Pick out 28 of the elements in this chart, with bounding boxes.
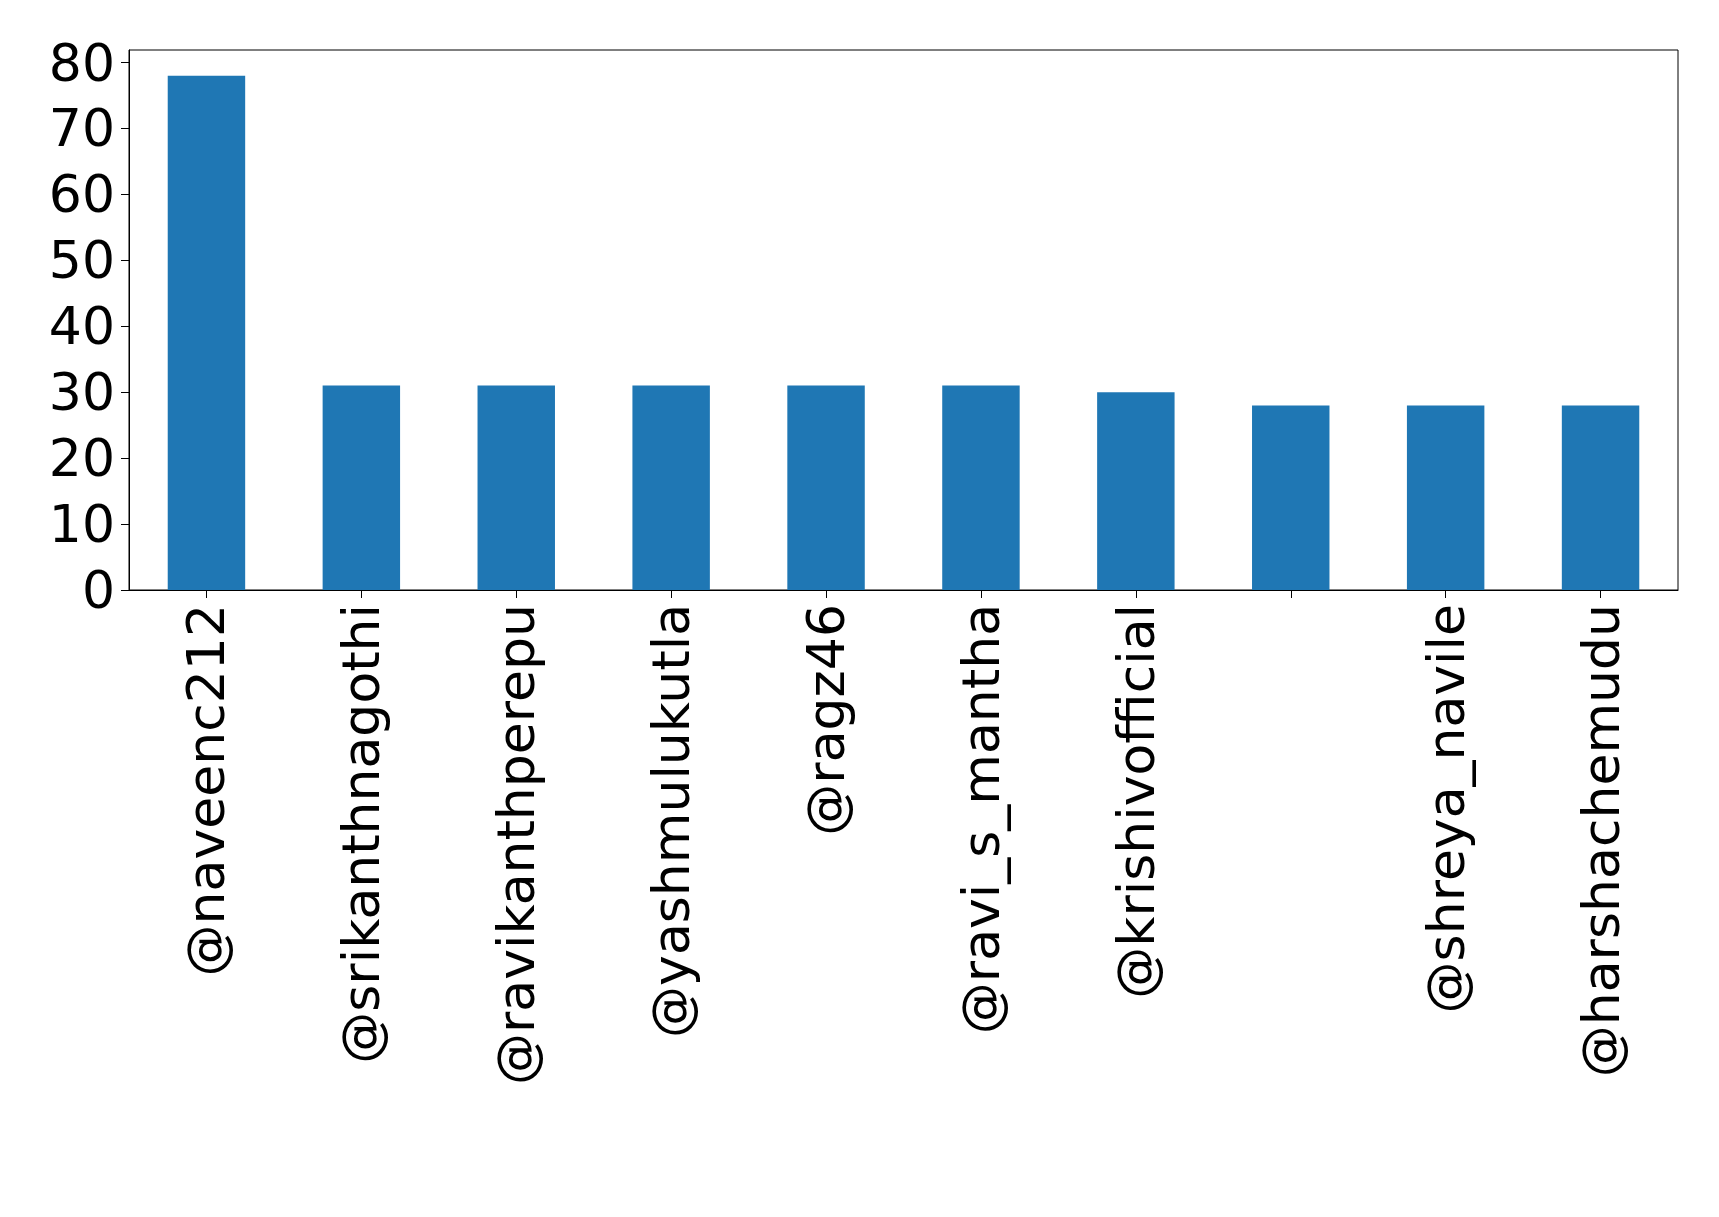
x-tick-label: @naveenc212: [176, 604, 237, 977]
y-tick-label: 60: [48, 164, 115, 225]
x-tick-label: @srikanthnagothi: [331, 604, 392, 1064]
bar: [787, 385, 865, 590]
bar: [477, 385, 555, 590]
y-tick-label: 50: [48, 230, 115, 291]
bar: [1406, 405, 1485, 590]
y-tick-label: 20: [48, 428, 115, 489]
bar: [322, 385, 401, 590]
bar: [942, 385, 1020, 590]
x-tick-label: @yashmulukutla: [641, 604, 702, 1038]
y-tick-label: 10: [48, 494, 115, 555]
y-tick-label: 40: [48, 296, 115, 357]
x-tick-label: @ravikanthperepu: [486, 604, 547, 1086]
y-tick-label: 30: [48, 362, 115, 423]
bar: [1097, 392, 1175, 590]
bar: [1561, 405, 1640, 590]
y-tick-label: 70: [48, 98, 115, 159]
y-tick-label: 80: [48, 32, 115, 93]
x-tick-label: @ravi_s_mantha: [950, 604, 1011, 1035]
x-tick-label: @shreya_navile: [1415, 604, 1476, 1014]
bar: [167, 75, 246, 590]
x-tick-label: @ragz46: [796, 604, 857, 836]
y-tick-label: 0: [81, 560, 115, 620]
x-tick-label: @krishivofficial: [1105, 604, 1166, 999]
x-tick-label: @harshachemudu: [1570, 604, 1631, 1078]
bar: [632, 385, 710, 590]
bar: [1252, 405, 1330, 590]
